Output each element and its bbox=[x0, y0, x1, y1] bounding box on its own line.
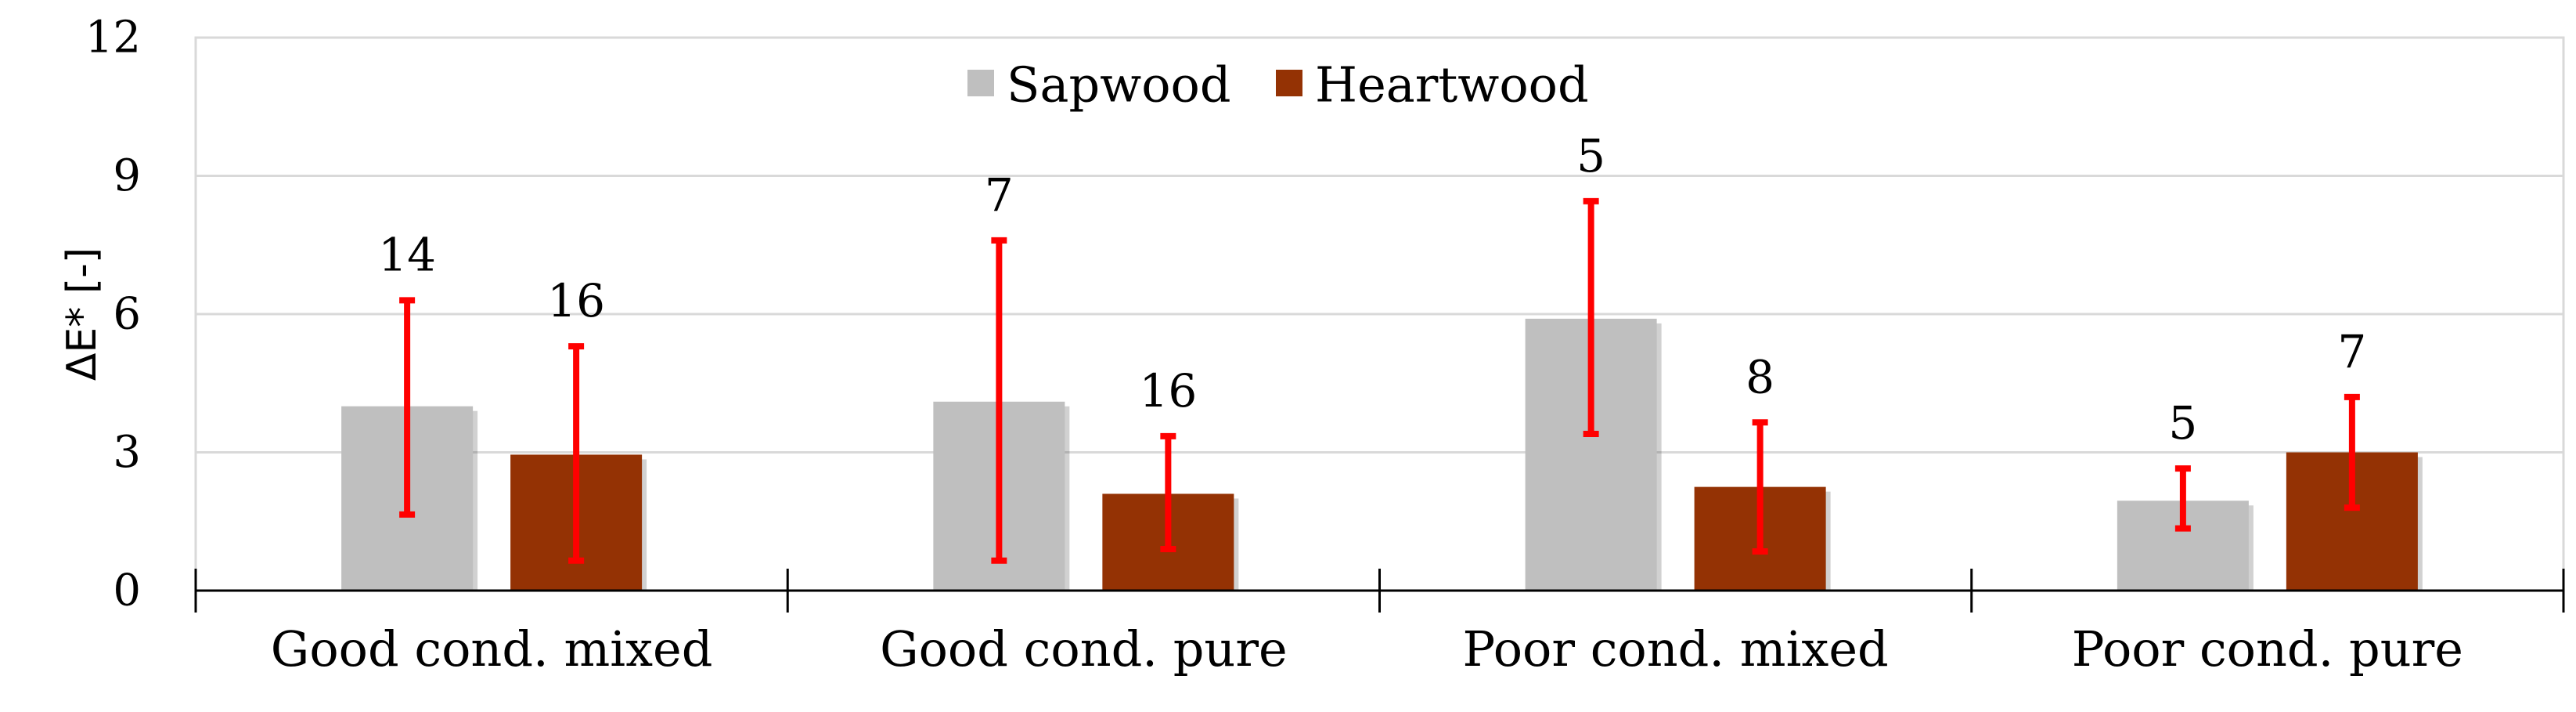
data-label-sapwood-3: 5 bbox=[2168, 396, 2197, 450]
legend: Sapwood Heartwood bbox=[967, 56, 1589, 114]
bars bbox=[341, 318, 2423, 591]
legend-swatch-sapwood bbox=[967, 70, 994, 96]
data-label-heartwood-0: 16 bbox=[547, 274, 605, 327]
y-tick-label-9: 9 bbox=[113, 150, 141, 201]
x-axis: Good cond. mixed Good cond. pure Poor cond… bbox=[194, 569, 2565, 678]
data-label-heartwood-3: 7 bbox=[2337, 325, 2366, 378]
data-label-heartwood-1: 16 bbox=[1139, 364, 1197, 417]
x-category-label-2: Poor cond. mixed bbox=[1462, 620, 1888, 678]
y-tick-label-3: 3 bbox=[113, 427, 141, 478]
y-axis-ticks: 0 3 6 9 12 bbox=[85, 13, 141, 616]
data-labels: 14 16 7 16 5 8 5 7 bbox=[378, 129, 2366, 450]
x-category-label-0: Good cond. mixed bbox=[271, 620, 713, 678]
gridlines bbox=[196, 175, 2563, 454]
data-label-sapwood-1: 7 bbox=[985, 168, 1014, 222]
data-label-heartwood-2: 8 bbox=[1746, 350, 1774, 403]
y-tick-label-0: 0 bbox=[113, 566, 141, 616]
data-label-sapwood-2: 5 bbox=[1576, 129, 1605, 183]
error-bars bbox=[399, 197, 2360, 564]
x-category-label-3: Poor cond. pure bbox=[2072, 620, 2463, 678]
x-category-label-1: Good cond. pure bbox=[880, 620, 1288, 678]
legend-label-sapwood: Sapwood bbox=[1007, 56, 1231, 114]
data-label-sapwood-0: 14 bbox=[378, 228, 436, 281]
y-tick-label-12: 12 bbox=[85, 13, 141, 63]
y-tick-label-6: 6 bbox=[113, 289, 141, 340]
y-axis-label: ΔE* [-] bbox=[59, 248, 106, 381]
legend-swatch-heartwood bbox=[1276, 70, 1302, 96]
legend-label-heartwood: Heartwood bbox=[1315, 56, 1589, 114]
